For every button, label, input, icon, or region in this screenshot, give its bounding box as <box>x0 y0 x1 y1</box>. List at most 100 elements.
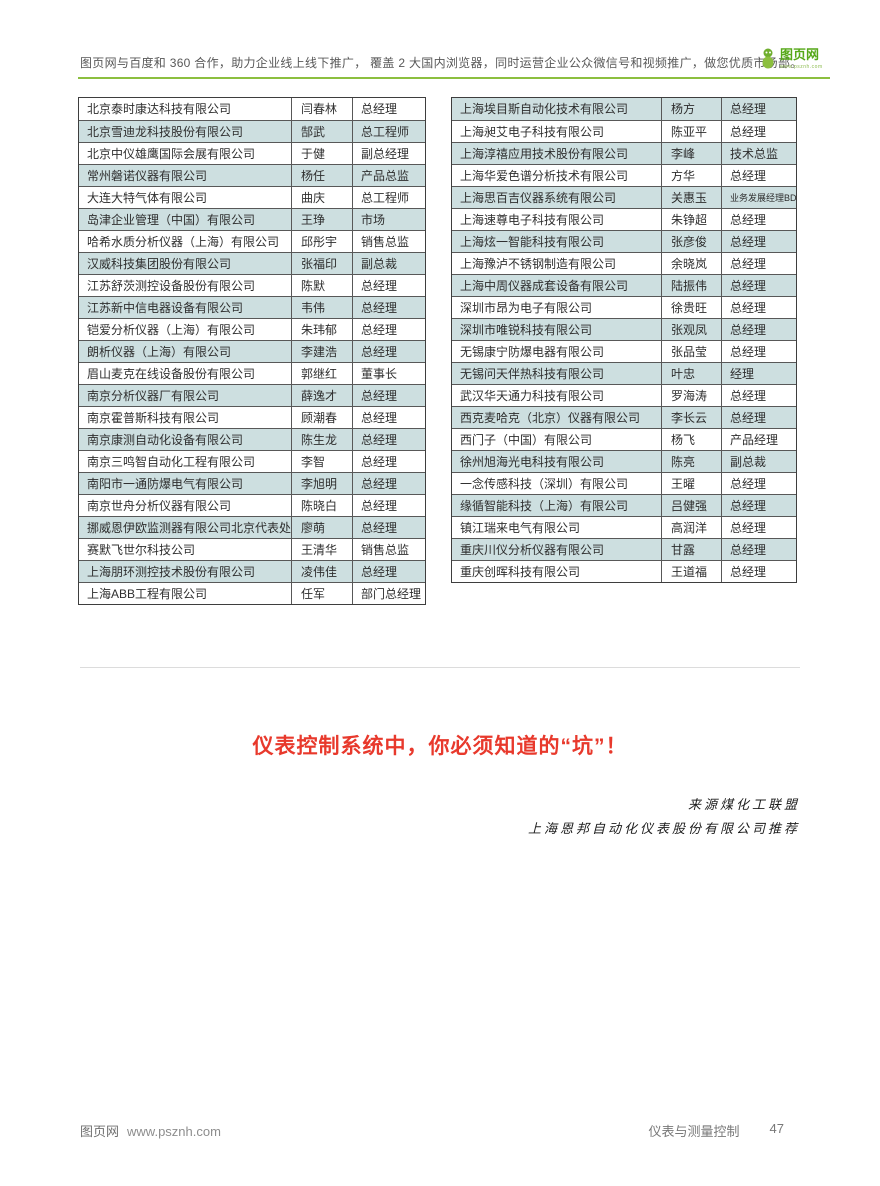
table-row: 上海速尊电子科技有限公司 朱铮超 总经理 <box>452 208 796 230</box>
contact-name-cell: 王道福 <box>661 561 721 582</box>
header-green-rule <box>78 77 830 79</box>
contact-name-cell: 高润洋 <box>661 517 721 538</box>
header-tagline: 图页网与百度和 360 合作，助力企业线上线下推广， 覆盖 2 大国内浏览器，同… <box>80 56 803 70</box>
contact-name-cell: 余晓岚 <box>661 253 721 274</box>
company-cell: 西克麦哈克（北京）仪器有限公司 <box>460 411 641 425</box>
table-row: 上海ABB工程有限公司 任军 部门总经理 <box>79 582 425 604</box>
logo-subtext: www.psznh.com <box>780 64 823 70</box>
contact-name-cell: 闫春林 <box>291 98 352 120</box>
contact-title-cell: 总经理 <box>352 319 425 340</box>
contact-name-cell: 甘露 <box>661 539 721 560</box>
company-cell: 铠爱分析仪器（上海）有限公司 <box>87 323 256 337</box>
contact-title-cell: 总经理 <box>721 297 796 318</box>
contact-title-cell: 总经理 <box>721 231 796 252</box>
table-row: 上海中周仪器成套设备有限公司 陆振伟 总经理 <box>452 274 796 296</box>
table-row: 北京雪迪龙科技股份有限公司 郜武 总工程师 <box>79 120 425 142</box>
contact-title-cell: 总经理 <box>721 473 796 494</box>
body-left-column <box>80 864 442 869</box>
company-cell: 重庆川仪分析仪器有限公司 <box>460 543 605 557</box>
contact-title-cell: 总经理 <box>352 495 425 516</box>
table-row: 眉山麦克在线设备股份有限公司 郭继红 董事长 <box>79 362 425 384</box>
company-cell: 上海华爱色谱分析技术有限公司 <box>460 169 629 183</box>
article-title: 仪表控制系统中，你必须知道的“坑”！ <box>252 735 628 758</box>
contact-name-cell: 徐贵旺 <box>661 297 721 318</box>
contact-title-cell: 总经理 <box>721 495 796 516</box>
site-logo: 图页网 www.psznh.com <box>760 46 823 70</box>
contact-name-cell: 李峰 <box>661 143 721 164</box>
table-row: 江苏舒茨测控设备股份有限公司 陈默 总经理 <box>79 274 425 296</box>
company-cell: 上海速尊电子科技有限公司 <box>460 213 605 227</box>
company-cell: 西门子（中国）有限公司 <box>460 433 593 447</box>
table-row: 挪威恩伊欧监测器有限公司北京代表处 廖萌 总经理 <box>79 516 425 538</box>
company-cell: 南京分析仪器厂有限公司 <box>87 389 220 403</box>
contact-name-cell: 李建浩 <box>291 341 352 362</box>
footer-site-name: 图页网 <box>80 1124 120 1139</box>
company-cell: 上海豫泸不锈钢制造有限公司 <box>460 257 617 271</box>
contact-title-cell: 产品总监 <box>352 165 425 186</box>
company-cell: 上海昶艾电子科技有限公司 <box>460 125 605 139</box>
contact-name-cell: 王清华 <box>291 539 352 560</box>
table-row: 缘循智能科技（上海）有限公司 吕健强 总经理 <box>452 494 796 516</box>
company-cell: 上海埃目斯自动化技术有限公司 <box>460 102 629 116</box>
footer-left: 图页网 www.psznh.com <box>80 1121 221 1140</box>
table-row: 镇江瑞来电气有限公司 高润洋 总经理 <box>452 516 796 538</box>
contact-name-cell: 关惠玉 <box>661 187 721 208</box>
table-row: 上海华爱色谱分析技术有限公司 方华 总经理 <box>452 164 796 186</box>
company-cell: 岛津企业管理（中国）有限公司 <box>87 213 256 227</box>
contact-name-cell: 杨飞 <box>661 429 721 450</box>
company-cell: 武汉华天通力科技有限公司 <box>460 389 605 403</box>
contact-title-cell: 总经理 <box>352 561 425 582</box>
table-row: 哈希水质分析仪器（上海）有限公司 邱彤宇 销售总监 <box>79 230 425 252</box>
contact-title-cell: 产品经理 <box>721 429 796 450</box>
table-row: 朗析仪器（上海）有限公司 李建浩 总经理 <box>79 340 425 362</box>
footer-right: 仪表与测量控制 47 <box>649 1121 784 1140</box>
table-row: 南京分析仪器厂有限公司 薛逸才 总经理 <box>79 384 425 406</box>
contact-title-cell: 销售总监 <box>352 231 425 252</box>
table-row: 南京三鸣智自动化工程有限公司 李智 总经理 <box>79 450 425 472</box>
contact-name-cell: 薛逸才 <box>291 385 352 406</box>
contact-title-cell: 总经理 <box>721 539 796 560</box>
contact-name-cell: 王琤 <box>291 209 352 230</box>
source-line-2: 上海恩邦自动化仪表股份有限公司推荐 <box>527 822 800 837</box>
contact-title-cell: 总工程师 <box>352 187 425 208</box>
body-right-column <box>457 864 814 869</box>
company-cell: 深圳市昂为电子有限公司 <box>460 301 593 315</box>
contact-name-cell: 李智 <box>291 451 352 472</box>
contact-name-cell: 罗海涛 <box>661 385 721 406</box>
table-row: 上海朋环测控技术股份有限公司 凌伟佳 总经理 <box>79 560 425 582</box>
table-row: 上海埃目斯自动化技术有限公司 杨方 总经理 <box>452 98 796 120</box>
contact-title-cell: 副总经理 <box>352 143 425 164</box>
contact-name-cell: 陈默 <box>291 275 352 296</box>
company-cell: 无锡问天伴热科技有限公司 <box>460 367 605 381</box>
company-cell: 南京康测自动化设备有限公司 <box>87 433 244 447</box>
table-row: 常州磐诺仪器有限公司 杨任 产品总监 <box>79 164 425 186</box>
contact-name-cell: 陈亮 <box>661 451 721 472</box>
contact-name-cell: 韦伟 <box>291 297 352 318</box>
contact-title-cell: 总经理 <box>721 275 796 296</box>
company-cell: 重庆创晖科技有限公司 <box>460 565 581 579</box>
contact-title-cell: 总经理 <box>721 121 796 142</box>
company-cell: 上海中周仪器成套设备有限公司 <box>460 279 629 293</box>
table-row: 无锡康宁防爆电器有限公司 张品莹 总经理 <box>452 340 796 362</box>
table-row: 一念传感科技（深圳）有限公司 王曜 总经理 <box>452 472 796 494</box>
company-cell: 南京世舟分析仪器有限公司 <box>87 499 232 513</box>
table-row: 重庆川仪分析仪器有限公司 甘露 总经理 <box>452 538 796 560</box>
company-cell: 南京霍普斯科技有限公司 <box>87 411 220 425</box>
contact-name-cell: 邱彤宇 <box>291 231 352 252</box>
table-row: 上海炫一智能科技有限公司 张彦俊 总经理 <box>452 230 796 252</box>
contact-title-cell: 总经理 <box>352 473 425 494</box>
directory-table-left: 北京泰时康达科技有限公司 闫春林 总经理 北京雪迪龙科技股份有限公司 郜武 总工… <box>78 97 426 605</box>
source-line-1: 来源煤化工联盟 <box>687 798 800 813</box>
company-cell: 无锡康宁防爆电器有限公司 <box>460 345 605 359</box>
logo-text: 图页网 <box>780 47 820 62</box>
company-cell: 赛默飞世尔科技公司 <box>87 543 196 557</box>
table-row: 大连大特气体有限公司 曲庆 总工程师 <box>79 186 425 208</box>
contact-title-cell: 业务发展经理BDM <box>721 187 796 208</box>
company-cell: 哈希水质分析仪器（上海）有限公司 <box>87 235 280 249</box>
footer-journal-title: 仪表与测量控制 <box>648 1124 740 1139</box>
contact-title-cell: 总经理 <box>721 517 796 538</box>
contact-title-cell: 董事长 <box>352 363 425 384</box>
table-row: 岛津企业管理（中国）有限公司 王琤 市场 <box>79 208 425 230</box>
directory-table-right: 上海埃目斯自动化技术有限公司 杨方 总经理 上海昶艾电子科技有限公司 陈亚平 总… <box>451 97 797 583</box>
contact-title-cell: 总经理 <box>721 98 796 120</box>
